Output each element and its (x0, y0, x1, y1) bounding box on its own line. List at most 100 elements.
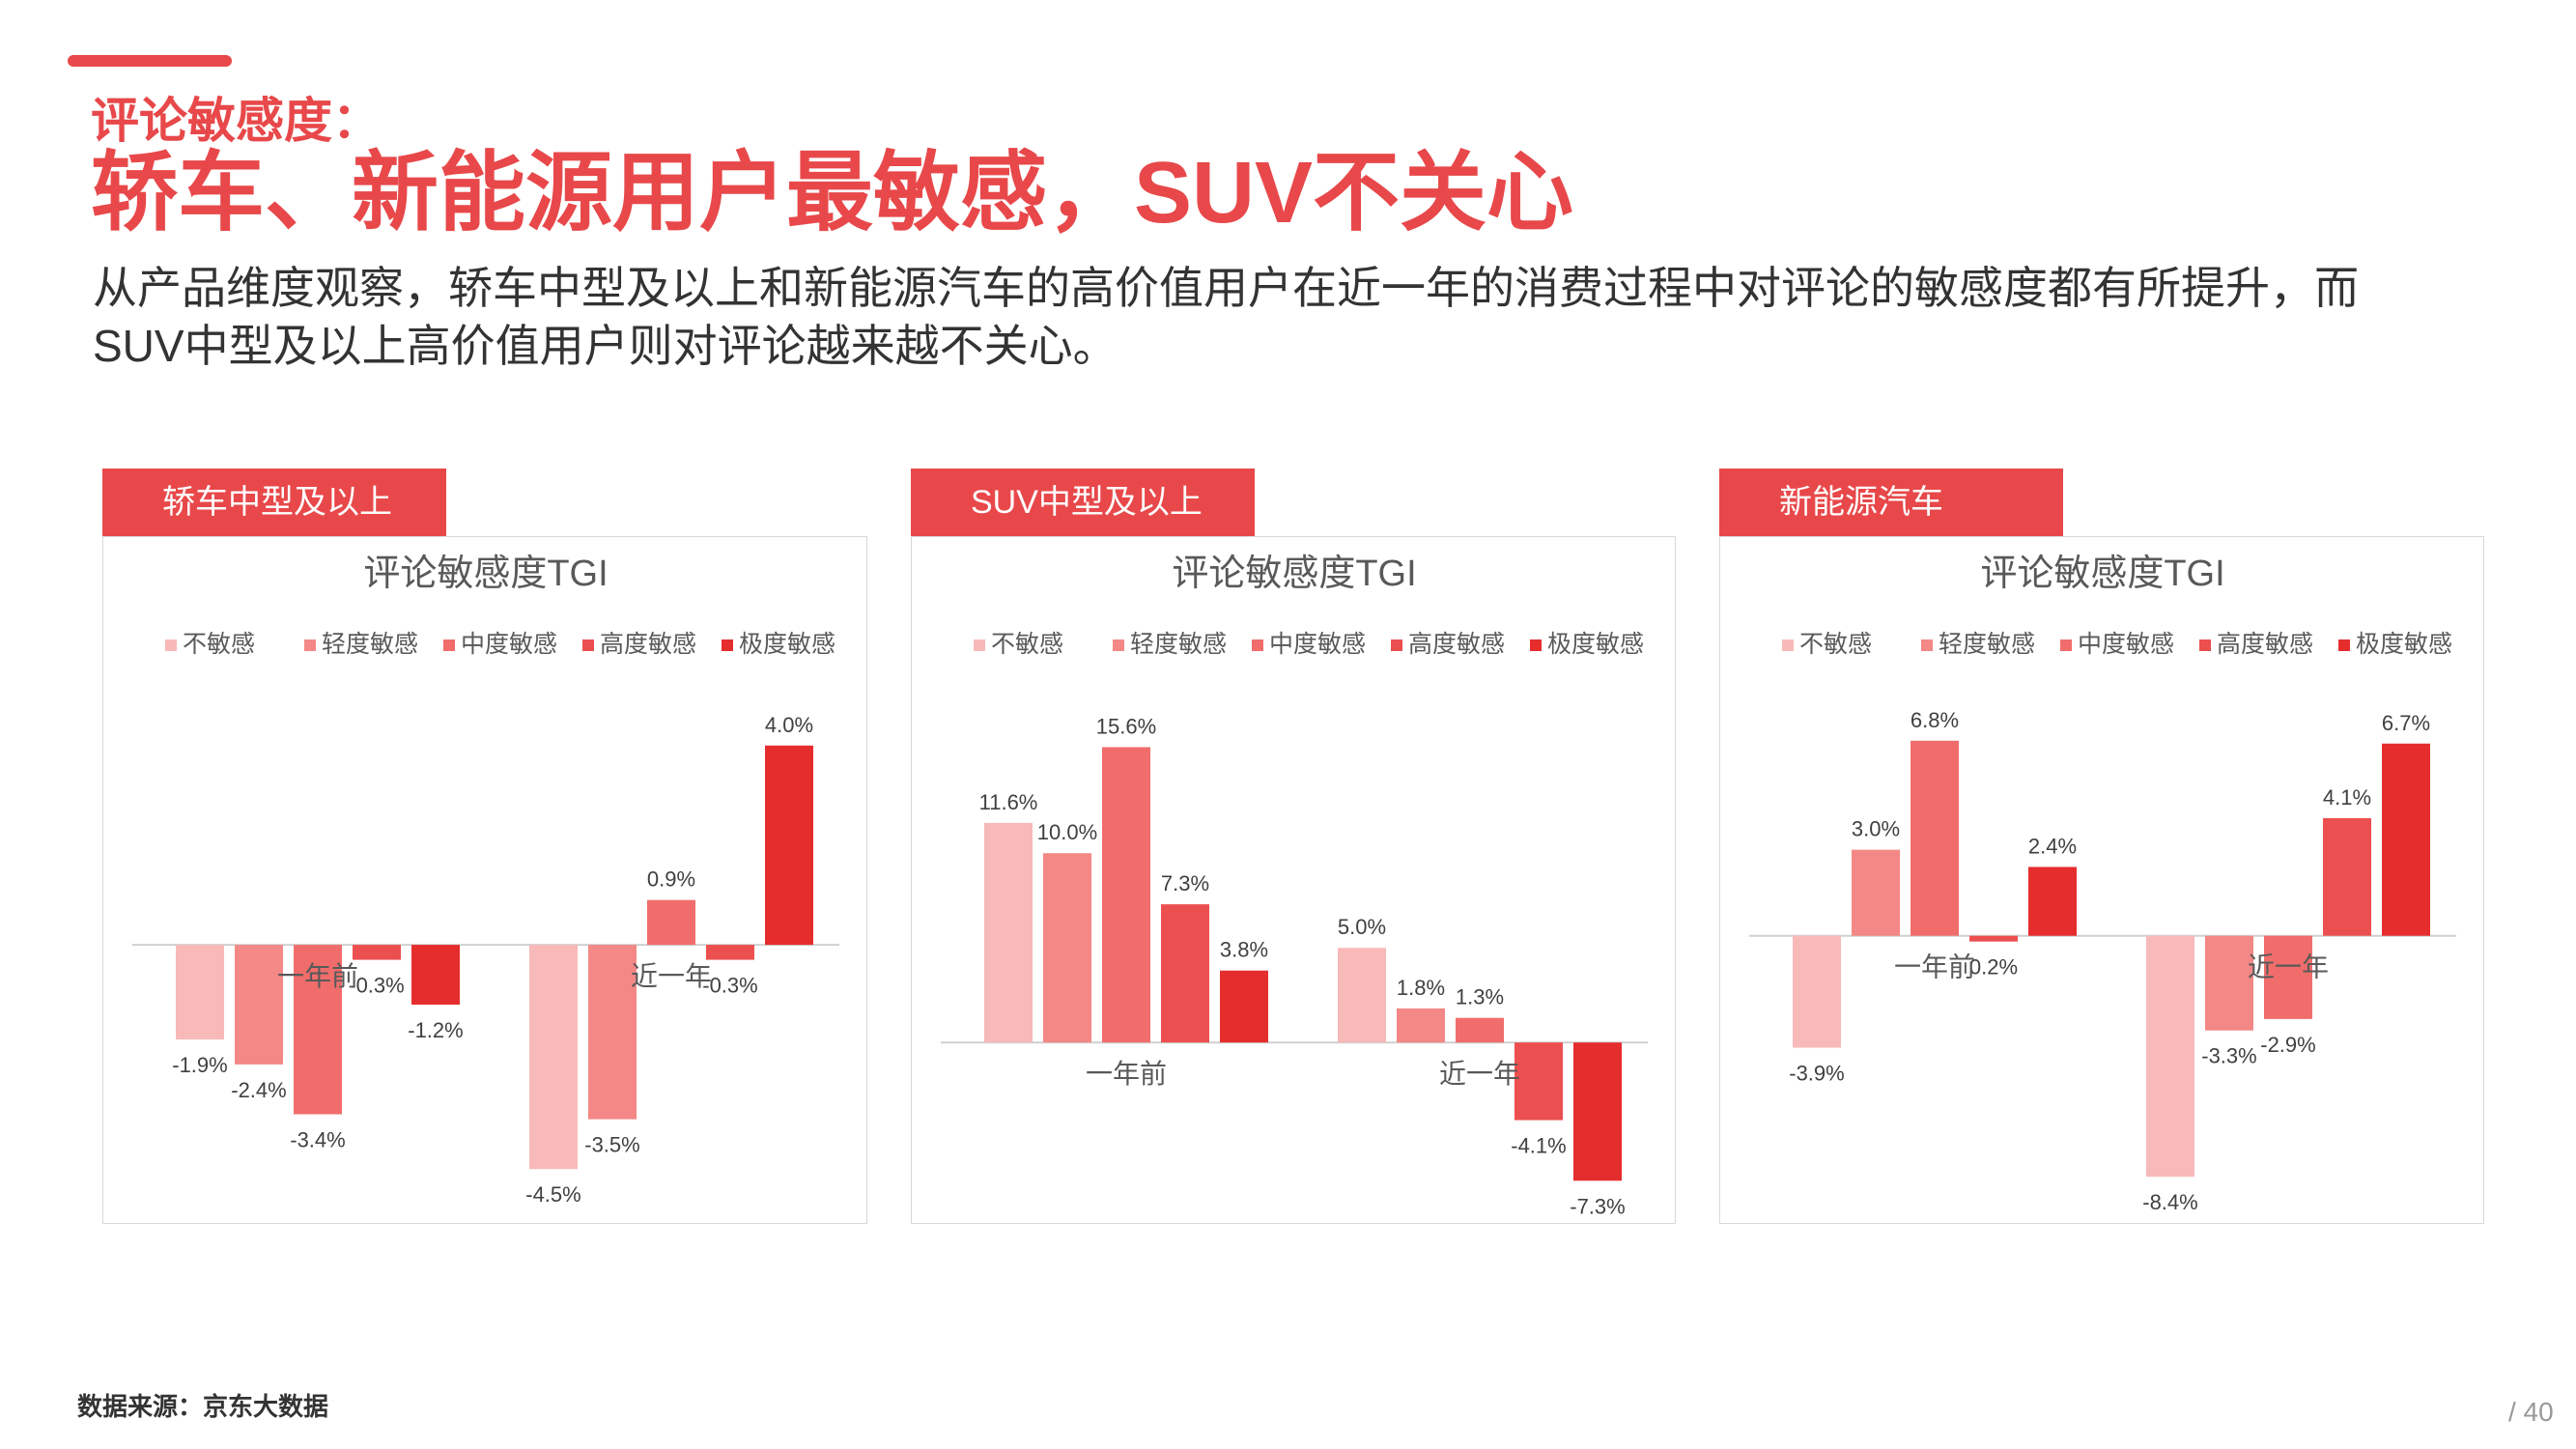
data-label: -4.5% (525, 1182, 580, 1207)
data-label: 6.7% (2382, 711, 2430, 735)
bar-nev-g1-s2 (1852, 849, 1900, 936)
bar-suv-g1-s2 (1043, 853, 1091, 1043)
category-label: 一年前 (277, 961, 358, 991)
panel-tab-sedan: 轿车中型及以上 (102, 469, 446, 536)
panel-tab-nev: 新能源汽车 (1719, 469, 2063, 536)
category-label: 近一年 (2248, 952, 2329, 982)
chart-box-nev: 评论敏感度TGI 不敏感 轻度敏感 中度敏感 高度敏感 极度敏感 -3.9% 3.0% 6.8%… (1719, 536, 2484, 1224)
data-label: 0.9% (647, 867, 695, 892)
bar-nev-g1-s1 (1793, 935, 1841, 1048)
legend-swatch-3 (1252, 639, 1263, 651)
bar-sedan-g1-s3 (294, 945, 342, 1115)
legend-label-3: 中度敏感 (461, 631, 557, 658)
bar-sedan-g1-s5 (411, 945, 460, 1005)
data-label: 0.2% (1969, 955, 2018, 980)
bar-nev-g1-s3 (1911, 740, 1959, 936)
bar-nev-g2-s3 (2264, 935, 2312, 1019)
chart-suv: 评论敏感度TGI 不敏感 轻度敏感 中度敏感 高度敏感 极度敏感 11.6% 10.0% 15.… (941, 554, 1648, 1218)
legend-label-1: 不敏感 (1799, 631, 1872, 658)
legend-label-3: 中度敏感 (1269, 631, 1366, 658)
bar-sedan-g2-s4 (706, 945, 754, 960)
bar-suv-g1-s5 (1220, 970, 1268, 1043)
legend-label-4: 高度敏感 (1408, 631, 1505, 658)
category-label: 近一年 (1439, 1059, 1520, 1089)
data-label: -3.5% (584, 1133, 639, 1157)
data-label: -2.4% (231, 1078, 286, 1102)
bar-suv-g1-s1 (984, 822, 1033, 1043)
data-label: -3.4% (290, 1127, 345, 1151)
legend-label-1: 不敏感 (991, 631, 1063, 658)
legend-swatch-3 (2060, 639, 2072, 651)
data-label: -1.2% (408, 1018, 463, 1042)
category-label: 一年前 (1894, 952, 1975, 982)
legend-swatch-4 (1391, 639, 1402, 651)
data-label: 3.0% (1852, 817, 1900, 841)
chart-box-suv: 评论敏感度TGI 不敏感 轻度敏感 中度敏感 高度敏感 极度敏感 11.6% 10.0% 15.… (911, 536, 1676, 1224)
bar-sedan-g2-s1 (529, 945, 578, 1170)
legend-swatch-5 (722, 639, 733, 651)
data-label: -0.3% (702, 974, 757, 998)
data-source: 数据来源：京东大数据 (77, 1392, 329, 1421)
page-number: / 40 (2508, 1397, 2554, 1427)
legend-swatch-1 (165, 639, 177, 651)
bar-suv-g1-s3 (1102, 747, 1150, 1043)
data-label: -1.9% (172, 1053, 227, 1077)
page-subtitle: 评论敏感度： (91, 94, 381, 148)
legend-swatch-2 (1921, 639, 1933, 651)
legend-label-5: 极度敏感 (2356, 631, 2452, 658)
data-label: 4.1% (2323, 785, 2371, 810)
bar-suv-g2-s5 (1573, 1042, 1622, 1181)
legend-label-2: 轻度敏感 (1130, 631, 1227, 658)
bar-nev-g2-s2 (2205, 935, 2253, 1031)
data-label: -3.3% (2201, 1044, 2256, 1068)
bar-sedan-g1-s4 (353, 945, 401, 960)
legend-swatch-4 (2199, 639, 2211, 651)
category-label: 近一年 (631, 961, 712, 991)
bar-nev-g1-s5 (2028, 867, 2077, 936)
data-label: 2.4% (2028, 834, 2077, 858)
bar-sedan-g2-s2 (588, 945, 637, 1120)
legend-label-2: 轻度敏感 (1939, 631, 2035, 658)
data-label: 1.8% (1397, 976, 1445, 1000)
page-description: 从产品维度观察，轿车中型及以上和新能源汽车的高价值用户在近一年的消费过程中对评论… (93, 263, 2359, 371)
chart-title: 评论敏感度TGI (1980, 554, 2224, 594)
data-label: 1.3% (1456, 985, 1504, 1009)
chart-nev: 评论敏感度TGI 不敏感 轻度敏感 中度敏感 高度敏感 极度敏感 -3.9% 3.0% 6.8%… (1749, 554, 2456, 1214)
data-label: 6.8% (1911, 708, 1959, 732)
legend-swatch-1 (1782, 639, 1794, 651)
bar-sedan-g1-s2 (235, 945, 283, 1065)
bar-suv-g1-s4 (1161, 904, 1209, 1043)
legend-label-4: 高度敏感 (2217, 631, 2313, 658)
legend-swatch-2 (304, 639, 316, 651)
data-label: 3.8% (1220, 938, 1268, 962)
legend-swatch-5 (1530, 639, 1542, 651)
chart-title: 评论敏感度TGI (363, 554, 608, 594)
data-label: -8.4% (2142, 1190, 2197, 1214)
legend-label-5: 极度敏感 (739, 631, 835, 658)
accent-bar (68, 55, 232, 67)
data-label: -3.9% (1789, 1062, 1844, 1086)
legend-label-2: 轻度敏感 (322, 631, 418, 658)
legend-swatch-1 (974, 639, 985, 651)
bar-nev-g2-s5 (2382, 743, 2430, 936)
category-label: 一年前 (1086, 1059, 1167, 1089)
chart-title: 评论敏感度TGI (1172, 554, 1416, 594)
legend-swatch-3 (443, 639, 455, 651)
bar-sedan-g2-s5 (765, 745, 813, 946)
bar-nev-g1-s4 (1969, 935, 2018, 942)
data-label: -4.1% (1511, 1134, 1566, 1158)
data-label: 5.0% (1338, 915, 1386, 939)
data-label: -7.3% (1570, 1194, 1625, 1218)
data-label: 11.6% (979, 790, 1038, 814)
bar-suv-g2-s4 (1514, 1042, 1563, 1121)
data-label: 10.0% (1037, 820, 1097, 844)
bar-nev-g2-s1 (2146, 935, 2194, 1178)
legend-label-4: 高度敏感 (600, 631, 696, 658)
bar-suv-g2-s3 (1456, 1017, 1504, 1043)
data-label: 4.0% (765, 713, 813, 737)
data-label: 15.6% (1096, 714, 1156, 738)
legend-label-1: 不敏感 (183, 631, 255, 658)
data-label: 7.3% (1161, 871, 1209, 895)
chart-sedan: 评论敏感度TGI 不敏感 轻度敏感 中度敏感 高度敏感 极度敏感 -1.9%-2.4% -3.… (132, 554, 839, 1207)
legend-label-3: 中度敏感 (2078, 631, 2174, 658)
